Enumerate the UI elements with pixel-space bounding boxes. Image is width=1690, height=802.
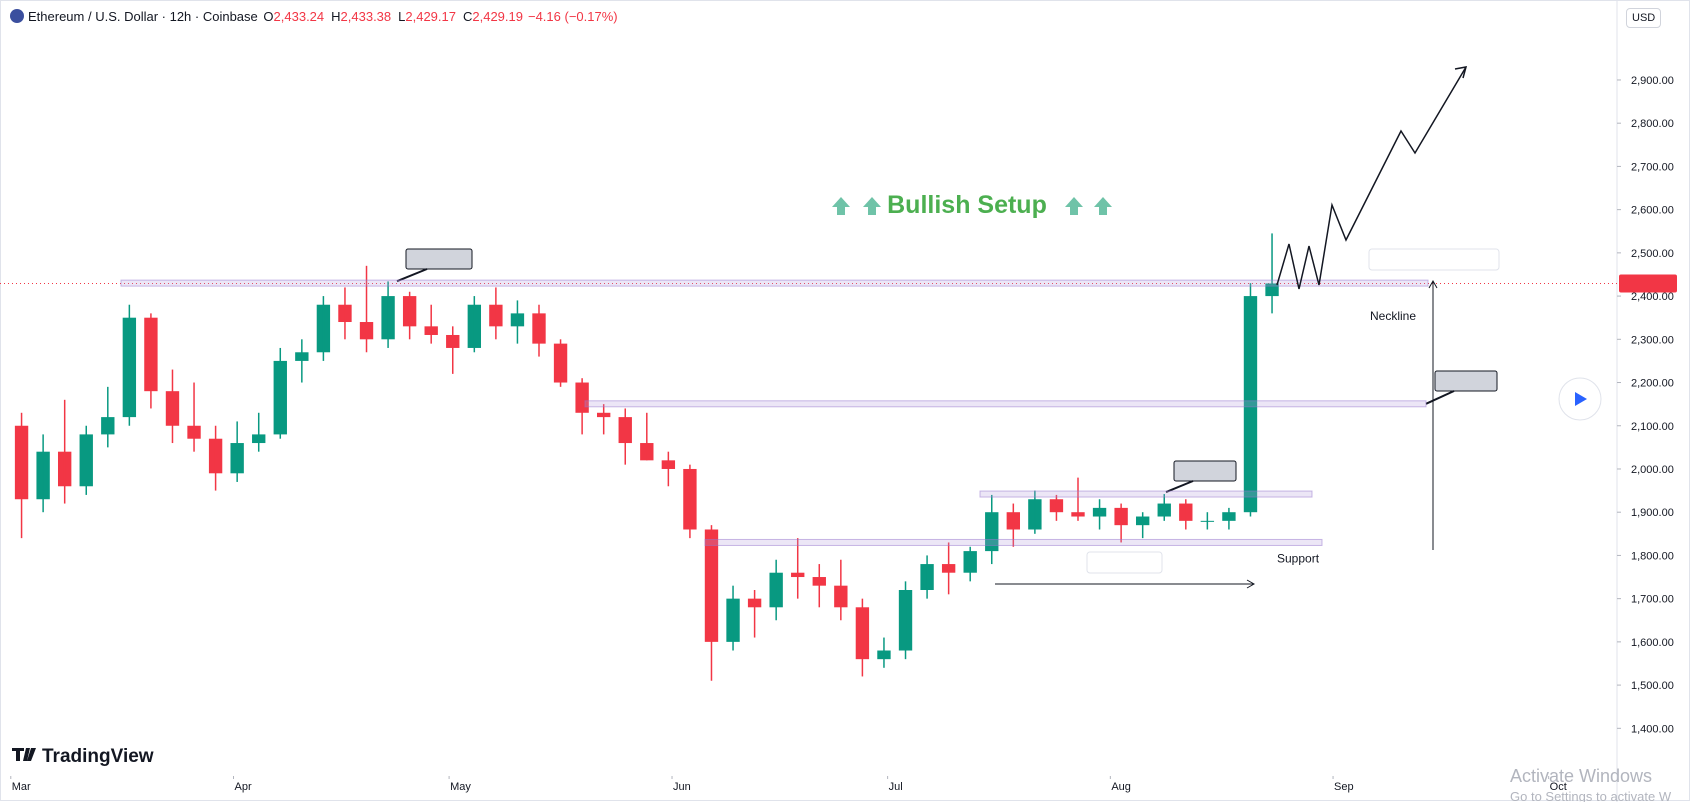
ohlc-key: O bbox=[263, 9, 274, 24]
ohlc-key: H bbox=[331, 9, 341, 24]
y-tick-label: 2,800.00 bbox=[1631, 118, 1674, 130]
up-arrows bbox=[832, 197, 1112, 215]
ohlc-key: C bbox=[462, 9, 473, 24]
x-tick-label: Jun bbox=[673, 781, 691, 793]
up-arrow-icon bbox=[863, 197, 881, 215]
ohlc-value: 2,433.38 bbox=[340, 9, 392, 24]
x-tick-label: Sep bbox=[1334, 781, 1354, 793]
y-tick-label: 1,700.00 bbox=[1631, 594, 1674, 606]
last-price-tag bbox=[1619, 274, 1677, 293]
range-box bbox=[1086, 551, 1163, 574]
ohlc-value: 2,433.24 bbox=[273, 9, 325, 24]
callout-pointer bbox=[396, 268, 428, 283]
play-icon bbox=[1575, 392, 1587, 406]
y-tick-label: 2,300.00 bbox=[1631, 334, 1674, 346]
y-tick-label: 1,800.00 bbox=[1631, 550, 1674, 562]
x-tick-label: May bbox=[450, 781, 471, 793]
measure-arrow bbox=[1428, 279, 1438, 289]
brand-name: TradingView bbox=[42, 746, 154, 767]
ohlc-legend: O2,433.24 H2,433.38 L2,429.17 C2,429.19 bbox=[261, 9, 528, 24]
setup-title: Bullish Setup bbox=[887, 191, 1047, 219]
y-tick-label: 2,000.00 bbox=[1631, 464, 1674, 476]
ohlc-value: 2,429.17 bbox=[405, 9, 456, 24]
x-tick-label: Aug bbox=[1111, 781, 1131, 793]
watermark: Go to Settings to activate W bbox=[1510, 789, 1672, 802]
currency-button[interactable]: USD bbox=[1626, 8, 1662, 28]
y-tick-label: 1,500.00 bbox=[1631, 680, 1674, 692]
callout-pointer bbox=[1425, 390, 1455, 405]
range-arrow bbox=[1246, 579, 1256, 589]
up-arrow-icon bbox=[832, 197, 850, 215]
up-arrow-icon bbox=[1094, 197, 1112, 215]
change: −4.16 (−0.17%) bbox=[527, 9, 618, 24]
symbol-legend: Ethereum / U.S. Dollar · 12h · Coinbase … bbox=[10, 9, 623, 24]
callout-box bbox=[405, 248, 473, 270]
measure-box bbox=[1368, 248, 1500, 271]
watermark: Activate Windows bbox=[1510, 766, 1652, 786]
brand-logo bbox=[12, 748, 36, 761]
y-tick-label: 1,900.00 bbox=[1631, 507, 1674, 519]
ohlc-value: 2,429.19 bbox=[472, 9, 523, 24]
level-band bbox=[704, 538, 1323, 546]
ohlc-key: L bbox=[398, 9, 406, 24]
y-tick-label: 2,400.00 bbox=[1631, 291, 1674, 303]
level-band bbox=[120, 279, 1429, 287]
y-tick-label: 2,900.00 bbox=[1631, 75, 1674, 87]
y-tick-label: 2,200.00 bbox=[1631, 378, 1674, 390]
callout-box bbox=[1434, 370, 1498, 392]
y-tick-label: 2,500.00 bbox=[1631, 248, 1674, 260]
x-tick-label: Oct bbox=[1550, 781, 1567, 793]
y-tick-label: 1,400.00 bbox=[1631, 723, 1674, 735]
up-arrow-icon bbox=[1065, 197, 1083, 215]
level-band bbox=[979, 490, 1313, 498]
coin-icon bbox=[10, 9, 24, 23]
x-tick-label: Apr bbox=[234, 781, 251, 793]
callout-box bbox=[1173, 460, 1237, 482]
level-band bbox=[584, 400, 1427, 408]
brand: TradingView bbox=[12, 746, 154, 767]
support-label: Support bbox=[1277, 551, 1320, 565]
projection-arrow bbox=[1454, 66, 1468, 79]
y-tick-label: 2,600.00 bbox=[1631, 205, 1674, 217]
x-tick-label: Mar bbox=[12, 781, 31, 793]
symbol: Ethereum / U.S. Dollar · 12h · Coinbase bbox=[28, 9, 258, 24]
y-tick-label: 1,600.00 bbox=[1631, 637, 1674, 649]
y-tick-label: 2,100.00 bbox=[1631, 421, 1674, 433]
y-tick-label: 2,700.00 bbox=[1631, 161, 1674, 173]
projection-path bbox=[1276, 66, 1467, 290]
neckline-label: Neckline bbox=[1370, 309, 1416, 323]
callout-pointer bbox=[1165, 480, 1194, 493]
x-tick-label: Jul bbox=[889, 781, 903, 793]
